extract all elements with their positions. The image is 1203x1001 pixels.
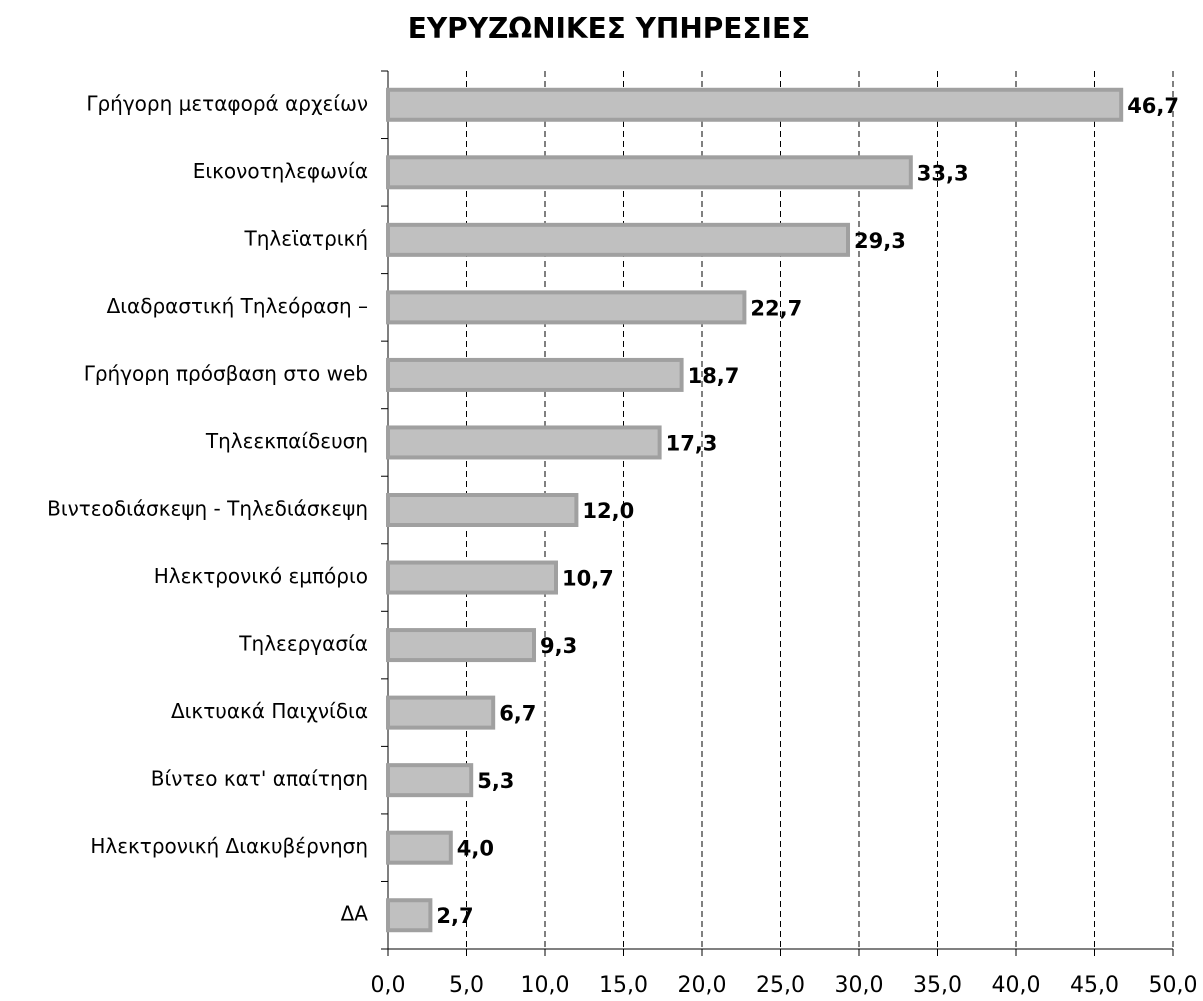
value-label: 29,3 — [854, 229, 906, 253]
y-tick-label: ΔΑ — [341, 902, 369, 926]
y-tick-label: Γρήγορη πρόσβαση στο web — [84, 361, 368, 385]
value-label: 5,3 — [477, 769, 514, 793]
value-label: 10,7 — [562, 567, 614, 591]
x-tick-label: 30,0 — [835, 973, 884, 998]
x-tick-label: 20,0 — [678, 973, 727, 998]
y-tick-label: Βίντεο κατ' απαίτηση — [151, 767, 368, 791]
x-tick-label: 50,0 — [1149, 973, 1198, 998]
x-tick-label: 5,0 — [449, 973, 484, 998]
y-tick-label: Τηλεεργασία — [238, 632, 368, 656]
x-tick-label: 45,0 — [1070, 973, 1119, 998]
bar — [386, 425, 662, 460]
x-tick-label: 15,0 — [599, 973, 648, 998]
bar — [386, 830, 453, 865]
bar — [386, 155, 913, 190]
bar — [386, 493, 579, 527]
x-tick-label: 35,0 — [913, 973, 962, 998]
value-label: 22,7 — [750, 296, 802, 320]
value-label: 46,7 — [1127, 94, 1179, 118]
x-tick-label: 25,0 — [756, 973, 805, 998]
x-tick-label: 40,0 — [992, 973, 1041, 998]
y-tick-label: Βιντεοδιάσκεψη - Τηλεδιάσκεψη — [47, 497, 368, 521]
y-tick-label: Ηλεκτρονική Διακυβέρνηση — [90, 834, 368, 858]
bar — [386, 695, 496, 730]
x-tick-label: 0,0 — [371, 973, 406, 998]
x-tick-label: 10,0 — [521, 973, 570, 998]
y-tick-label: Διαδραστική Τηλεόραση – — [107, 294, 368, 318]
bar — [386, 763, 474, 798]
y-tick-label: Γρήγορη μεταφορά αρχείων — [86, 91, 368, 115]
value-label: 12,0 — [582, 499, 634, 523]
y-tick-label: Δικτυακά Παιχνίδια — [171, 699, 368, 723]
bar — [386, 628, 537, 663]
bar — [386, 87, 1124, 122]
chart-title: ΕΥΡΥΖΩΝΙΚΕΣ ΥΠΗΡΕΣΙΕΣ — [408, 12, 810, 45]
value-label: 17,3 — [666, 431, 718, 455]
value-label: 9,3 — [540, 634, 577, 658]
value-label: 2,7 — [436, 904, 473, 928]
value-label: 33,3 — [917, 161, 969, 185]
value-label: 4,0 — [457, 837, 494, 861]
y-tick-label: Εικονοτηλεφωνία — [193, 159, 368, 183]
bar — [386, 222, 851, 257]
y-tick-label: Τηλεεκπαίδευση — [205, 429, 368, 453]
bar — [386, 560, 558, 595]
value-label: 18,7 — [688, 364, 740, 388]
value-label: 6,7 — [499, 702, 536, 726]
bar — [386, 290, 747, 325]
bar — [386, 898, 433, 933]
y-tick-label: Τηλεϊατρική — [244, 226, 368, 250]
bar — [386, 357, 684, 392]
y-tick-label: Ηλεκτρονικό εμπόριο — [154, 564, 368, 588]
